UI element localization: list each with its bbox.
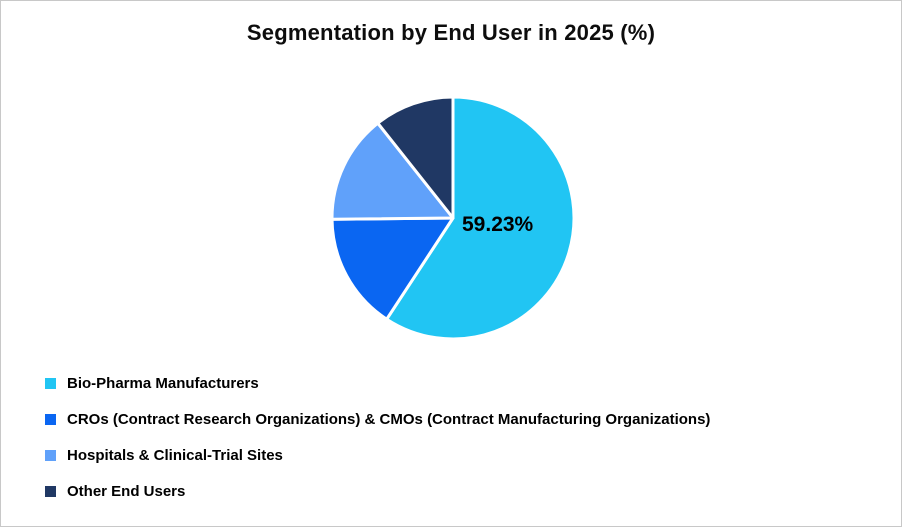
legend-item-bio-pharma: Bio-Pharma Manufacturers (45, 372, 710, 394)
legend-item-cros-cmos: CROs (Contract Research Organizations) &… (45, 408, 710, 430)
pie-slice-3 (376, 95, 455, 220)
legend-swatch-other (45, 485, 56, 497)
legend: Bio-Pharma Manufacturers CROs (Contract … (45, 372, 710, 516)
legend-item-hospitals: Hospitals & Clinical-Trial Sites (45, 444, 710, 466)
legend-item-other: Other End Users (45, 480, 710, 502)
pie-slice-0 (385, 95, 576, 341)
legend-swatch-bio-pharma (45, 377, 56, 389)
pie-slice-1 (330, 216, 455, 321)
legend-label: Bio-Pharma Manufacturers (67, 374, 259, 392)
legend-label: Hospitals & Clinical-Trial Sites (67, 446, 283, 464)
chart-title: Segmentation by End User in 2025 (%) (246, 20, 656, 45)
pie-chart (330, 95, 576, 341)
legend-label: Other End Users (67, 482, 186, 500)
pie-data-label: 59.23% (462, 213, 534, 236)
pie-slice-2 (330, 121, 455, 221)
legend-swatch-cros-cmos (45, 413, 56, 425)
legend-swatch-hospitals (45, 449, 56, 461)
legend-label: CROs (Contract Research Organizations) &… (67, 410, 711, 428)
